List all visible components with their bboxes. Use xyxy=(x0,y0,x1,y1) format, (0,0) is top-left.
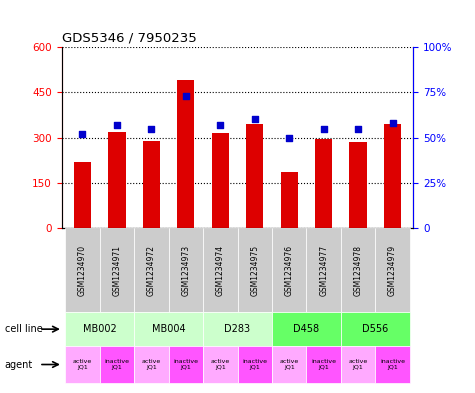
Text: GDS5346 / 7950235: GDS5346 / 7950235 xyxy=(62,31,197,44)
Text: active
JQ1: active JQ1 xyxy=(142,359,161,370)
Text: GSM1234972: GSM1234972 xyxy=(147,245,156,296)
Text: D556: D556 xyxy=(362,324,389,334)
Text: GSM1234979: GSM1234979 xyxy=(388,244,397,296)
Text: D283: D283 xyxy=(224,324,251,334)
Text: active
JQ1: active JQ1 xyxy=(349,359,368,370)
Point xyxy=(217,122,224,128)
Text: active
JQ1: active JQ1 xyxy=(210,359,230,370)
Text: D458: D458 xyxy=(294,324,320,334)
Bar xyxy=(177,80,194,228)
Bar xyxy=(384,124,401,228)
Point xyxy=(148,125,155,132)
Bar xyxy=(108,132,125,228)
Point xyxy=(389,120,396,126)
Bar xyxy=(74,162,91,228)
Text: agent: agent xyxy=(5,360,33,369)
Text: inactive
JQ1: inactive JQ1 xyxy=(173,359,198,370)
Text: GSM1234978: GSM1234978 xyxy=(353,245,362,296)
Text: GSM1234970: GSM1234970 xyxy=(78,244,87,296)
Text: GSM1234975: GSM1234975 xyxy=(250,244,259,296)
Bar xyxy=(315,139,332,228)
Bar xyxy=(350,142,367,228)
Bar xyxy=(246,124,263,228)
Point xyxy=(79,131,86,137)
Text: inactive
JQ1: inactive JQ1 xyxy=(380,359,405,370)
Text: GSM1234976: GSM1234976 xyxy=(285,244,294,296)
Text: inactive
JQ1: inactive JQ1 xyxy=(311,359,336,370)
Point xyxy=(251,116,258,123)
Text: GSM1234974: GSM1234974 xyxy=(216,244,225,296)
Point xyxy=(285,134,293,141)
Text: GSM1234971: GSM1234971 xyxy=(113,245,122,296)
Text: inactive
JQ1: inactive JQ1 xyxy=(242,359,267,370)
Point xyxy=(182,93,190,99)
Point xyxy=(113,122,121,128)
Text: active
JQ1: active JQ1 xyxy=(73,359,92,370)
Text: MB002: MB002 xyxy=(83,324,116,334)
Point xyxy=(320,125,327,132)
Text: inactive
JQ1: inactive JQ1 xyxy=(104,359,129,370)
Bar xyxy=(212,133,229,228)
Text: GSM1234973: GSM1234973 xyxy=(181,244,190,296)
Text: MB004: MB004 xyxy=(152,324,185,334)
Text: cell line: cell line xyxy=(5,324,42,334)
Bar xyxy=(281,172,298,228)
Point xyxy=(354,125,362,132)
Text: GSM1234977: GSM1234977 xyxy=(319,244,328,296)
Bar xyxy=(142,141,160,228)
Text: active
JQ1: active JQ1 xyxy=(280,359,299,370)
